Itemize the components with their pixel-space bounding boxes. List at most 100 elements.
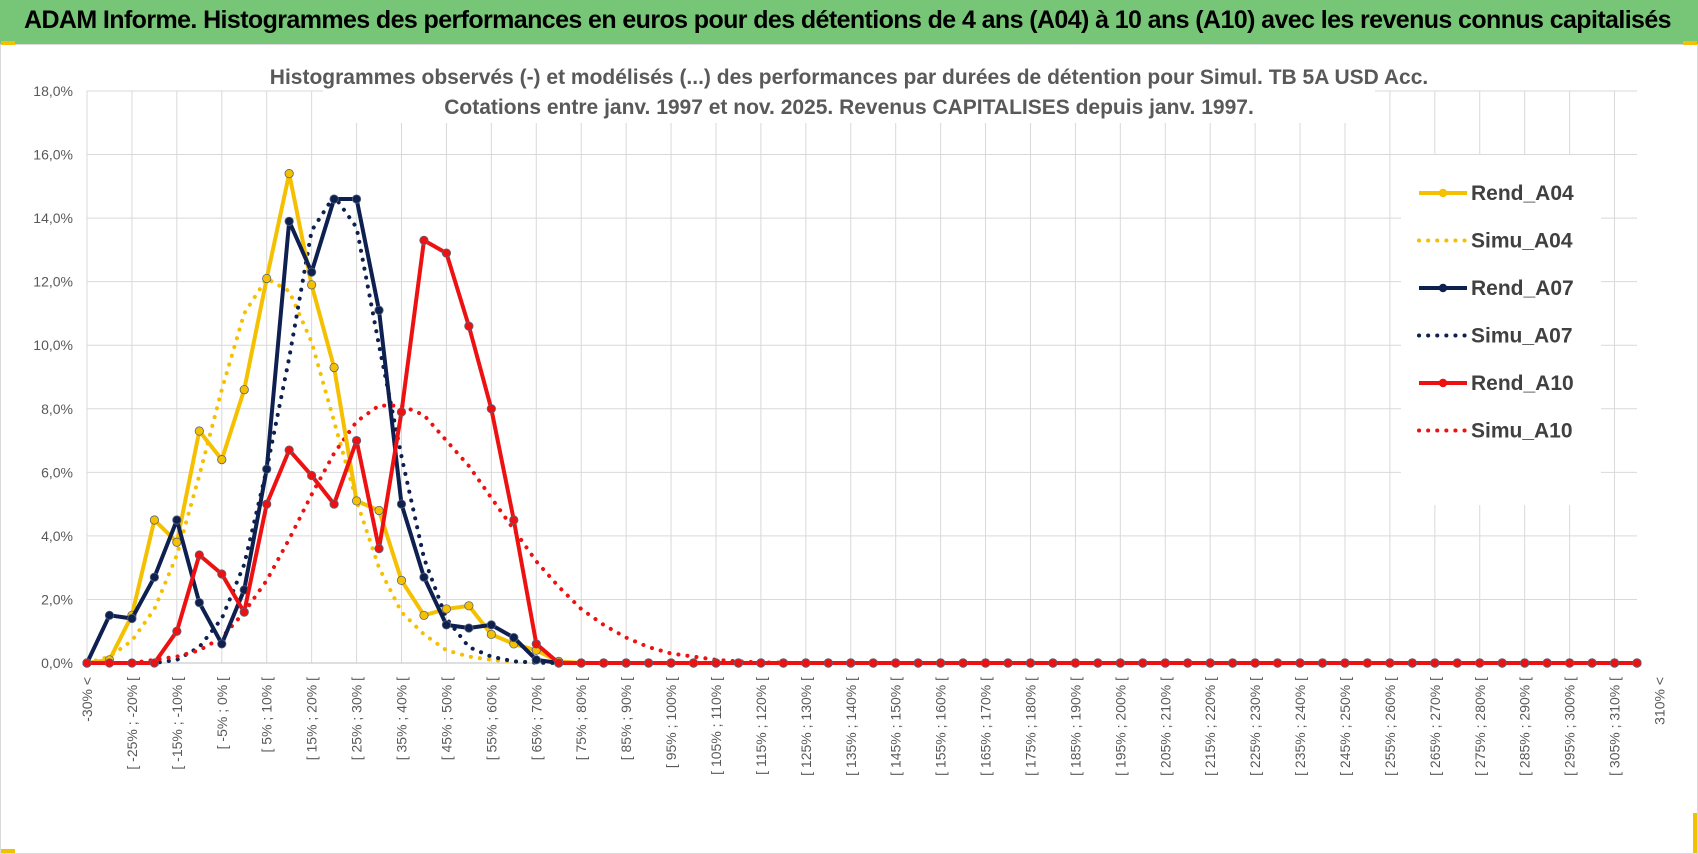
- y-axis-ticks: 0,0% 2,0% 4,0% 6,0% 8,0% 10,0% 12,0% 14,0% 16,0%…: [33, 83, 73, 671]
- data-point: [1430, 658, 1440, 668]
- data-point: [1025, 658, 1036, 668]
- data-point: [1407, 658, 1417, 668]
- y-tick-label: 12,0%: [33, 274, 73, 290]
- data-point: [913, 658, 923, 668]
- data-point: [1587, 658, 1597, 668]
- histogram-chart: 0,0% 2,0% 4,0% 6,0% 8,0% 10,0% 12,0% 14,0% 16,0%…: [33, 59, 1667, 776]
- data-point: [284, 169, 294, 179]
- data-point: [351, 435, 362, 446]
- data-point: [1497, 658, 1507, 668]
- x-tick-label: [ 285% ; 290% [: [1517, 677, 1533, 776]
- data-point: [1452, 658, 1462, 668]
- data-point: [82, 658, 92, 668]
- x-tick-label: [ 305% ; 310% [: [1607, 677, 1623, 776]
- x-tick-label: [ 255% ; 260% [: [1382, 677, 1398, 776]
- y-tick-label: 18,0%: [33, 83, 73, 99]
- data-point: [217, 639, 227, 649]
- data-point: [1565, 658, 1575, 668]
- data-point: [643, 658, 654, 668]
- data-point: [149, 572, 159, 582]
- corner-marker-bottom-right: [1693, 813, 1697, 853]
- legend-label: Rend_A10: [1471, 372, 1574, 395]
- data-point: [1160, 658, 1170, 668]
- data-point: [1385, 658, 1395, 668]
- data-point: [531, 639, 541, 649]
- x-tick-label: [ 245% ; 250% [: [1337, 677, 1353, 776]
- data-point: [307, 280, 317, 290]
- data-point: [1340, 658, 1350, 668]
- legend: Rend_A04 Simu_A04 Rend_A07 Simu_A07 Rend_A10…: [1401, 155, 1601, 505]
- data-point: [509, 632, 519, 643]
- data-point: [868, 658, 878, 668]
- data-point: [576, 658, 586, 668]
- x-tick-label: [ 235% ; 240% [: [1292, 677, 1308, 776]
- data-point: [104, 658, 115, 668]
- data-point: [441, 620, 452, 630]
- data-point: [194, 598, 204, 608]
- data-point: [1609, 658, 1620, 668]
- data-point: [329, 499, 339, 509]
- x-tick-label: [ 105% ; 110% [: [708, 677, 724, 775]
- data-point: [486, 629, 496, 640]
- legend-marker: [1438, 188, 1448, 198]
- data-point: [1115, 658, 1125, 668]
- data-point: [127, 613, 137, 624]
- data-point: [419, 572, 429, 582]
- data-point: [307, 470, 317, 481]
- x-tick-label: [ -15% ; -10% [: [169, 677, 185, 770]
- data-point: [621, 658, 631, 668]
- data-point: [1048, 658, 1058, 668]
- data-point: [1475, 658, 1485, 668]
- data-point: [351, 194, 362, 204]
- legend-label: Rend_A07: [1471, 277, 1574, 300]
- data-point: [329, 194, 339, 204]
- data-point: [374, 505, 384, 516]
- data-point: [509, 515, 519, 525]
- chart-subtitle: Cotations entre janv. 1997 et nov. 2025.…: [444, 96, 1254, 119]
- data-point: [419, 610, 429, 620]
- series-line: [87, 238, 1637, 665]
- chart-frame: 0,0% 2,0% 4,0% 6,0% 8,0% 10,0% 12,0% 14,0% 16,0%…: [0, 41, 1698, 854]
- data-point: [846, 658, 856, 668]
- x-tick-label: [ 195% ; 200% [: [1112, 677, 1128, 776]
- data-point: [464, 321, 474, 331]
- banner-title: ADAM Informe. Histogrammes des performan…: [24, 6, 1672, 34]
- data-point: [688, 658, 699, 668]
- data-point: [486, 620, 496, 630]
- data-point: [1272, 658, 1283, 668]
- data-point: [711, 658, 721, 668]
- x-tick-label: [ 265% ; 270% [: [1427, 677, 1443, 776]
- data-point: [329, 362, 339, 373]
- data-point: [756, 658, 766, 668]
- data-point: [172, 537, 182, 547]
- data-point: [1205, 658, 1215, 668]
- title-background: [323, 59, 1375, 123]
- y-tick-label: 10,0%: [33, 337, 73, 353]
- data-point: [1632, 658, 1642, 668]
- data-point: [958, 658, 968, 668]
- data-point: [262, 464, 272, 474]
- chart-title: Histogrammes observés (-) et modélisés (…: [270, 66, 1428, 89]
- x-tick-label: [ 75% ; 80% [: [573, 677, 589, 760]
- x-tick-label: [ 95% ; 100% [: [663, 677, 679, 768]
- legend-label: Simu_A10: [1471, 420, 1573, 443]
- data-point: [419, 235, 429, 245]
- chart-title-group: Histogrammes observés (-) et modélisés (…: [270, 59, 1428, 123]
- data-point: [172, 626, 182, 636]
- x-tick-label: [ 55% ; 60% [: [483, 677, 499, 760]
- x-tick-label: [ 175% ; 180% [: [1022, 677, 1038, 776]
- x-tick-label: 310% <: [1651, 677, 1667, 725]
- legend-background: [1401, 155, 1601, 505]
- data-point: [801, 658, 811, 668]
- y-tick-label: 6,0%: [41, 464, 73, 480]
- x-tick-label: [ -25% ; -20% [: [124, 677, 140, 770]
- data-point: [1295, 658, 1305, 668]
- data-point: [127, 658, 137, 668]
- x-tick-label: [ 275% ; 280% [: [1472, 677, 1488, 776]
- y-tick-label: 8,0%: [41, 401, 73, 417]
- data-point: [104, 610, 115, 620]
- data-point: [194, 550, 204, 560]
- x-tick-label: [ 225% ; 230% [: [1247, 677, 1263, 776]
- data-point: [441, 604, 452, 614]
- data-point: [554, 658, 564, 668]
